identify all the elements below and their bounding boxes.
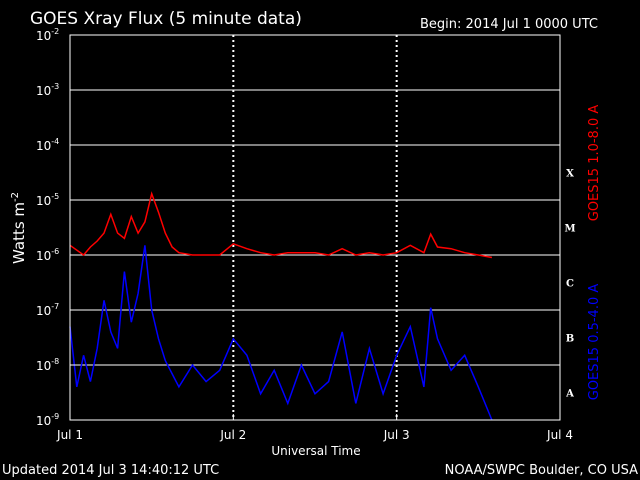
y-tick-label: 10-2 bbox=[36, 27, 59, 43]
x-tick-label: Jul 3 bbox=[383, 428, 410, 442]
plot-frame bbox=[69, 34, 561, 421]
y-axis-label-exponent: -2 bbox=[10, 192, 21, 202]
flare-class-label: B bbox=[566, 334, 574, 345]
data-series bbox=[69, 191, 493, 421]
flare-class-label: M bbox=[564, 224, 575, 235]
y-tick-label: 10-8 bbox=[36, 357, 59, 373]
y-axis-ticks: 10-2 10-3 10-4 10-5 10-6 10-7 10-8 10-9 bbox=[36, 27, 76, 428]
x-tick-label: Jul 1 bbox=[56, 428, 83, 442]
flare-class-label: A bbox=[565, 389, 574, 400]
y-axis-label-text: Watts m bbox=[10, 202, 28, 264]
x-tick-label: Jul 2 bbox=[219, 428, 246, 442]
y-axis-label: Watts m-2 bbox=[10, 192, 28, 264]
flare-class-label: X bbox=[566, 169, 574, 180]
chart-title: GOES Xray Flux (5 minute data) bbox=[30, 9, 302, 29]
series-line-short-wavelength bbox=[69, 245, 493, 421]
flare-class-labels: X M C B A bbox=[564, 169, 575, 400]
y-tick-label: 10-4 bbox=[36, 137, 59, 153]
y-tick-label: 10-3 bbox=[36, 82, 59, 98]
x-axis-ticks: Jul 1 Jul 2 Jul 3 Jul 4 bbox=[56, 414, 573, 442]
y-tick-label: 10-6 bbox=[36, 247, 59, 263]
credit-label: NOAA/SWPC Boulder, CO USA bbox=[445, 463, 638, 478]
x-axis-label: Universal Time bbox=[271, 444, 360, 458]
series-line-long-wavelength bbox=[69, 191, 493, 259]
y-tick-label: 10-5 bbox=[36, 192, 59, 208]
legend-goes15-long: GOES15 1.0-8.0 A bbox=[587, 105, 602, 222]
y-tick-label: 10-9 bbox=[36, 412, 59, 428]
flare-class-label: C bbox=[566, 279, 574, 290]
x-tick-label: Jul 4 bbox=[546, 428, 573, 442]
updated-timestamp: Updated 2014 Jul 3 14:40:12 UTC bbox=[2, 463, 219, 478]
legend-goes15-short: GOES15 0.5-4.0 A bbox=[587, 284, 602, 401]
begin-time-label: Begin: 2014 Jul 1 0000 UTC bbox=[420, 17, 598, 32]
y-tick-label: 10-7 bbox=[36, 302, 59, 318]
